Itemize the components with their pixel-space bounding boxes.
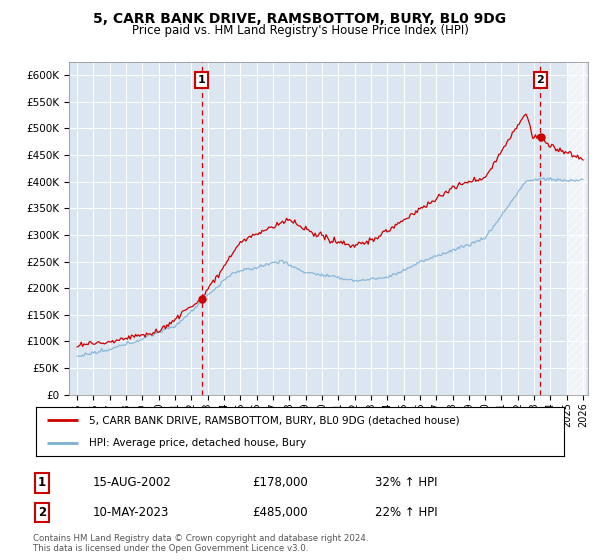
Text: Price paid vs. HM Land Registry's House Price Index (HPI): Price paid vs. HM Land Registry's House … bbox=[131, 24, 469, 36]
Text: 22% ↑ HPI: 22% ↑ HPI bbox=[375, 506, 437, 519]
Text: 10-MAY-2023: 10-MAY-2023 bbox=[93, 506, 169, 519]
Text: £485,000: £485,000 bbox=[252, 506, 308, 519]
Text: 5, CARR BANK DRIVE, RAMSBOTTOM, BURY, BL0 9DG: 5, CARR BANK DRIVE, RAMSBOTTOM, BURY, BL… bbox=[94, 12, 506, 26]
Text: 1: 1 bbox=[38, 476, 46, 489]
Text: Contains HM Land Registry data © Crown copyright and database right 2024.
This d: Contains HM Land Registry data © Crown c… bbox=[33, 534, 368, 553]
Text: 32% ↑ HPI: 32% ↑ HPI bbox=[375, 476, 437, 489]
Bar bbox=[567, 62, 586, 395]
Text: 2: 2 bbox=[38, 506, 46, 519]
Text: 1: 1 bbox=[198, 75, 205, 85]
Text: 5, CARR BANK DRIVE, RAMSBOTTOM, BURY, BL0 9DG (detached house): 5, CARR BANK DRIVE, RAMSBOTTOM, BURY, BL… bbox=[89, 416, 460, 426]
Text: £178,000: £178,000 bbox=[252, 476, 308, 489]
Text: 15-AUG-2002: 15-AUG-2002 bbox=[93, 476, 172, 489]
Text: 2: 2 bbox=[536, 75, 544, 85]
Text: HPI: Average price, detached house, Bury: HPI: Average price, detached house, Bury bbox=[89, 438, 306, 448]
